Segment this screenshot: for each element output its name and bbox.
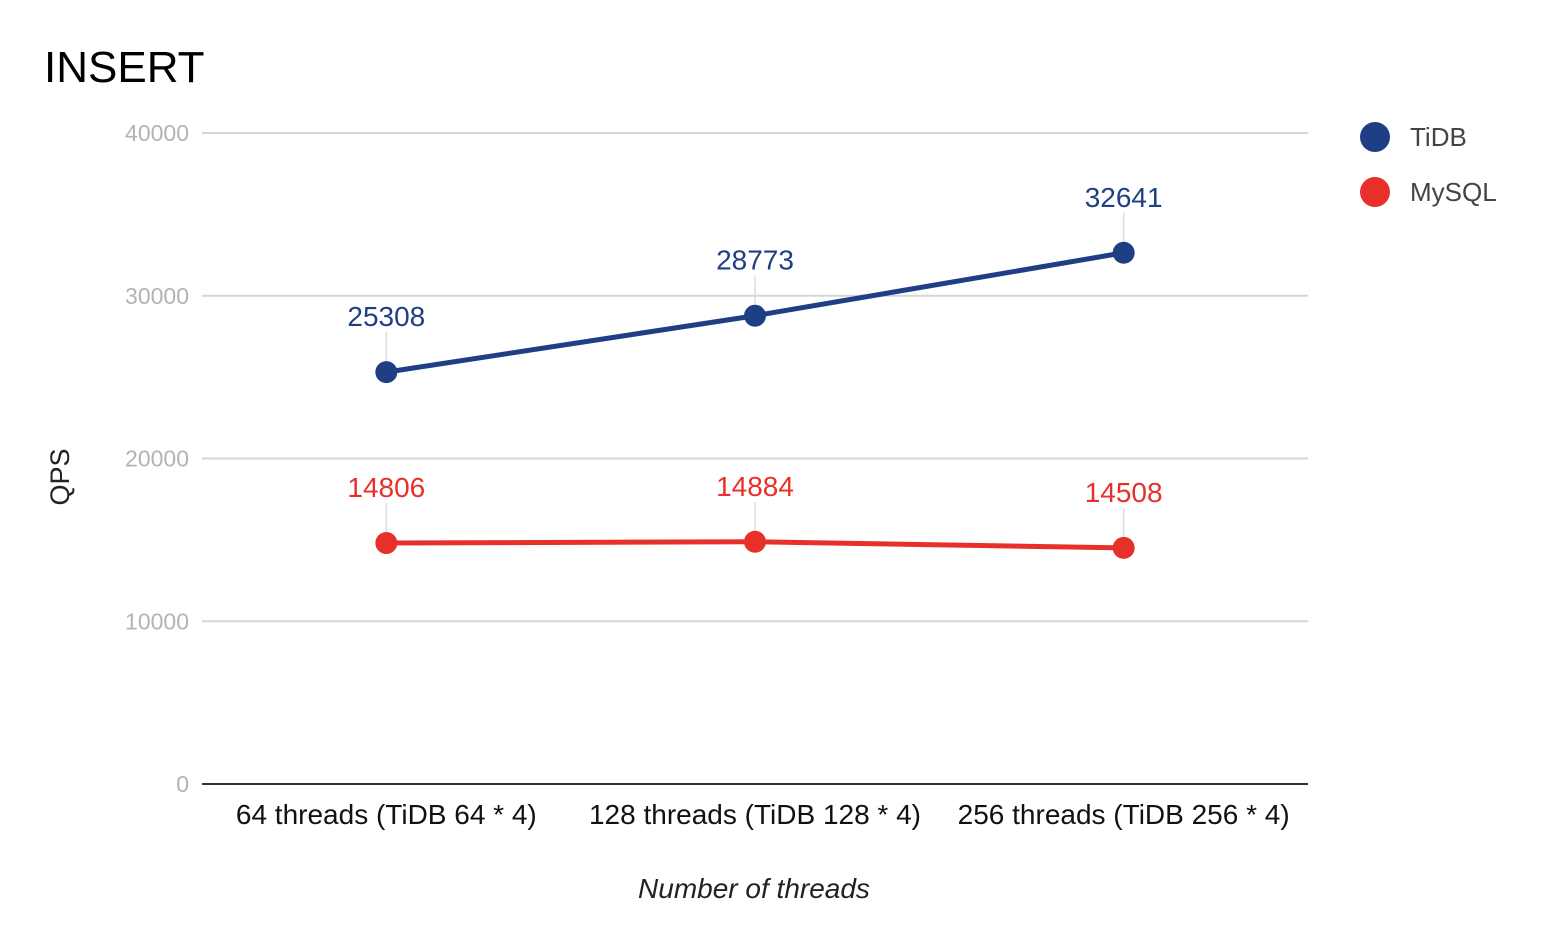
data-point-mysql bbox=[1112, 536, 1135, 559]
y-tick-label: 0 bbox=[176, 771, 189, 797]
x-tick-label: 128 threads (TiDB 128 * 4) bbox=[589, 799, 921, 830]
y-tick-label: 30000 bbox=[125, 283, 189, 309]
gridlines bbox=[202, 132, 1308, 785]
y-axis-title: QPS bbox=[45, 448, 75, 505]
series-mysql: 14806 14884 14508 bbox=[347, 471, 1163, 559]
data-label-tidb: 32641 bbox=[1085, 182, 1163, 213]
x-tick-label: 256 threads (TiDB 256 * 4) bbox=[958, 799, 1290, 830]
data-point-mysql bbox=[375, 532, 398, 555]
series-layer: 25308 28773 32641 14806 14884 14508 bbox=[347, 182, 1163, 559]
data-label-tidb: 28773 bbox=[716, 245, 794, 276]
legend-label-tidb: TiDB bbox=[1410, 122, 1467, 152]
y-tick-label: 40000 bbox=[125, 120, 189, 146]
data-point-tidb bbox=[375, 361, 398, 384]
data-label-mysql: 14806 bbox=[347, 472, 425, 503]
x-axis-title: Number of threads bbox=[638, 873, 870, 904]
legend-marker-tidb bbox=[1360, 122, 1390, 152]
legend: TiDB MySQL bbox=[1360, 122, 1497, 207]
data-label-tidb: 25308 bbox=[347, 301, 425, 332]
x-axis-categories: 64 threads (TiDB 64 * 4) 128 threads (TiD… bbox=[236, 799, 1290, 830]
y-tick-label: 20000 bbox=[125, 446, 189, 472]
y-tick-label: 10000 bbox=[125, 608, 189, 634]
data-label-mysql: 14508 bbox=[1085, 477, 1163, 508]
chart-title: INSERT bbox=[44, 43, 205, 92]
legend-marker-mysql bbox=[1360, 177, 1390, 207]
y-axis-ticks: 0 10000 20000 30000 40000 bbox=[125, 120, 189, 797]
data-point-tidb bbox=[1112, 241, 1135, 264]
data-point-mysql bbox=[744, 530, 766, 553]
data-label-mysql: 14884 bbox=[716, 471, 794, 502]
legend-label-mysql: MySQL bbox=[1410, 177, 1497, 207]
series-tidb: 25308 28773 32641 bbox=[347, 182, 1163, 384]
x-tick-label: 64 threads (TiDB 64 * 4) bbox=[236, 799, 537, 830]
data-point-tidb bbox=[744, 304, 766, 327]
